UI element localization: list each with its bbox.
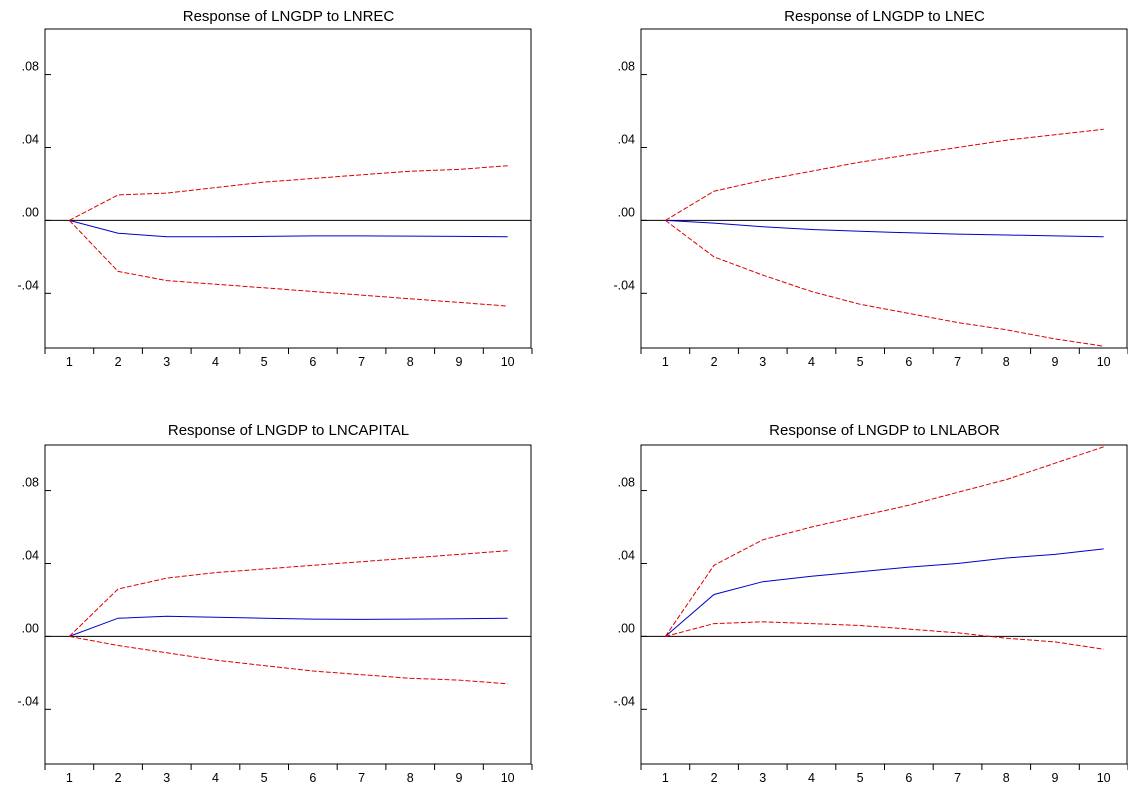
series-lower-line — [69, 635, 508, 685]
series-response-line — [665, 219, 1104, 238]
x-tick-label: 5 — [261, 771, 268, 785]
y-tick-label: .04 — [22, 548, 39, 562]
series-upper-line — [665, 128, 1104, 221]
y-tick-label: -.04 — [17, 278, 39, 292]
x-tick-label: 6 — [309, 771, 316, 785]
x-tick-label: 10 — [501, 771, 515, 785]
y-tick-label: .00 — [22, 205, 39, 219]
series-upper-line — [68, 550, 508, 637]
y-tick-label: .00 — [618, 205, 635, 219]
y-tick-label: .04 — [618, 548, 635, 562]
x-tick-label: 8 — [1003, 355, 1010, 369]
x-tick-label: 10 — [1097, 771, 1111, 785]
series-response-line — [665, 548, 1104, 637]
series-response-line — [69, 615, 508, 637]
chart-title: Response of LNGDP to LNCAPITAL — [168, 422, 409, 439]
x-tick-label: 1 — [66, 771, 73, 785]
x-tick-label: 4 — [808, 771, 815, 785]
x-tick-label: 6 — [905, 355, 912, 369]
x-tick-label: 9 — [455, 355, 462, 369]
y-tick-label: -.04 — [613, 694, 635, 708]
x-tick-label: 8 — [407, 355, 414, 369]
plot-frame — [44, 28, 532, 349]
series-lower-line — [68, 220, 508, 307]
plot-frame — [640, 28, 1128, 349]
x-tick-label: 3 — [759, 355, 766, 369]
chart-panel-4: Response of LNGDP to LNLABOR -.04 .00 .04 .0… — [613, 422, 1128, 785]
chart-title: Response of LNGDP to LNEC — [784, 8, 985, 25]
series-upper-line — [69, 165, 508, 221]
x-tick-label: 10 — [501, 355, 515, 369]
chart-title: Response of LNGDP to LNREC — [183, 8, 395, 25]
x-tick-label: 2 — [711, 355, 718, 369]
y-tick-label: .08 — [618, 476, 635, 490]
y-tick-label: .04 — [618, 132, 635, 146]
x-tick-label: 8 — [407, 771, 414, 785]
x-tick-label: 2 — [115, 355, 122, 369]
x-tick-label: 9 — [1051, 771, 1058, 785]
x-tick-label: 5 — [857, 355, 864, 369]
series-lower-line — [665, 621, 1104, 650]
x-tick-label: 5 — [857, 771, 864, 785]
x-tick-label: 6 — [309, 355, 316, 369]
x-tick-label: 3 — [163, 771, 170, 785]
y-tick-label: -.04 — [613, 278, 635, 292]
chart-title: Response of LNGDP to LNLABOR — [769, 422, 1000, 439]
x-tick-label: 2 — [115, 771, 122, 785]
y-tick-label: .04 — [22, 132, 39, 146]
plot-frame — [44, 444, 532, 765]
x-tick-label: 7 — [954, 355, 961, 369]
x-tick-label: 1 — [662, 771, 669, 785]
x-tick-label: 4 — [212, 355, 219, 369]
x-tick-label: 9 — [455, 771, 462, 785]
chart-panel-1: Response of LNGDP to LNREC -.04 .00 .04 .08 1… — [17, 8, 533, 369]
x-tick-label: 9 — [1051, 355, 1058, 369]
x-tick-label: 7 — [358, 771, 365, 785]
x-tick-label: 8 — [1003, 771, 1010, 785]
x-tick-label: 6 — [905, 771, 912, 785]
y-tick-label: .00 — [618, 621, 635, 635]
y-tick-label: .08 — [22, 476, 39, 490]
chart-panel-3: Response of LNGDP to LNCAPITAL -.04 .00 .04… — [17, 422, 533, 785]
series-upper-line — [664, 446, 1104, 637]
series-lower-line — [665, 220, 1104, 347]
y-tick-label: .08 — [22, 60, 39, 74]
x-tick-label: 3 — [163, 355, 170, 369]
x-tick-label: 4 — [808, 355, 815, 369]
chart-panel-2: Response of LNGDP to LNEC -.04 .00 .04 .08 1 2… — [613, 8, 1128, 369]
x-tick-label: 5 — [261, 355, 268, 369]
x-tick-label: 1 — [662, 355, 669, 369]
x-tick-label: 7 — [954, 771, 961, 785]
x-tick-label: 7 — [358, 355, 365, 369]
y-tick-label: .00 — [22, 621, 39, 635]
x-tick-label: 4 — [212, 771, 219, 785]
x-tick-label: 1 — [66, 355, 73, 369]
x-tick-label: 10 — [1097, 355, 1111, 369]
y-tick-label: -.04 — [17, 694, 39, 708]
x-tick-label: 2 — [711, 771, 718, 785]
series-response-line — [69, 219, 508, 238]
x-tick-label: 3 — [759, 771, 766, 785]
plot-frame — [640, 444, 1128, 765]
y-tick-label: .08 — [618, 60, 635, 74]
